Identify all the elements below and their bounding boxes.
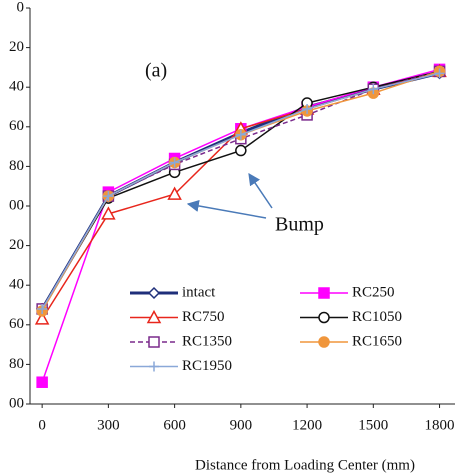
marker: [148, 336, 160, 348]
x-tick-label: 300: [97, 417, 120, 433]
x-tick-label: 1200: [292, 417, 322, 433]
legend-label: RC1950: [182, 358, 232, 374]
annotation: Bump: [275, 214, 324, 236]
legend-label: RC1050: [352, 309, 402, 325]
legend-label: RC750: [182, 309, 225, 325]
x-tick-label: 1500: [358, 417, 388, 433]
marker: [318, 311, 330, 324]
marker: [34, 311, 50, 325]
marker: [169, 157, 180, 168]
arrow: [186, 200, 267, 219]
series-line: [40, 71, 440, 310]
legend-label: RC250: [352, 284, 395, 300]
marker: [167, 186, 182, 200]
y-tick-label: 60: [9, 316, 24, 332]
x-tick-label: 1800: [425, 417, 455, 433]
legend-label: RC1350: [182, 333, 232, 349]
marker: [235, 129, 246, 140]
legend-label: RC1650: [352, 333, 402, 349]
annotation: (a): [145, 60, 167, 82]
marker: [302, 103, 313, 114]
marker: [103, 191, 114, 202]
x-tick-label: 0: [38, 417, 46, 433]
y-tick-label: 20: [9, 39, 24, 55]
y-tick-label: 20: [9, 237, 24, 253]
y-tick-label: 00: [9, 197, 24, 213]
marker: [368, 84, 379, 95]
y-tick-label: 60: [9, 118, 24, 134]
marker: [36, 376, 48, 388]
y-tick-label: 00: [9, 395, 24, 411]
marker: [146, 309, 162, 324]
marker: [318, 287, 330, 299]
marker: [37, 303, 48, 314]
marker: [318, 336, 330, 348]
legend-label: intact: [182, 284, 216, 300]
y-tick-label: 80: [9, 356, 24, 372]
marker: [434, 68, 445, 79]
series-line: [41, 72, 440, 310]
marker: [149, 361, 159, 372]
x-axis-label: Distance from Loading Center (mm): [195, 457, 415, 473]
x-tick-label: 600: [163, 417, 186, 433]
arrow: [248, 173, 273, 209]
series-line: [41, 70, 440, 310]
series-line: [41, 70, 440, 320]
series-line: [41, 70, 440, 312]
legend-box: [125, 282, 455, 376]
marker: [147, 286, 161, 300]
series-line: [41, 70, 440, 310]
y-tick-label: 80: [9, 158, 24, 174]
y-tick-label: 0: [17, 0, 25, 15]
marker: [101, 206, 116, 220]
y-tick-label: 40: [9, 277, 24, 293]
x-tick-label: 900: [230, 417, 253, 433]
y-tick-label: 40: [9, 79, 24, 95]
marker: [235, 144, 247, 157]
